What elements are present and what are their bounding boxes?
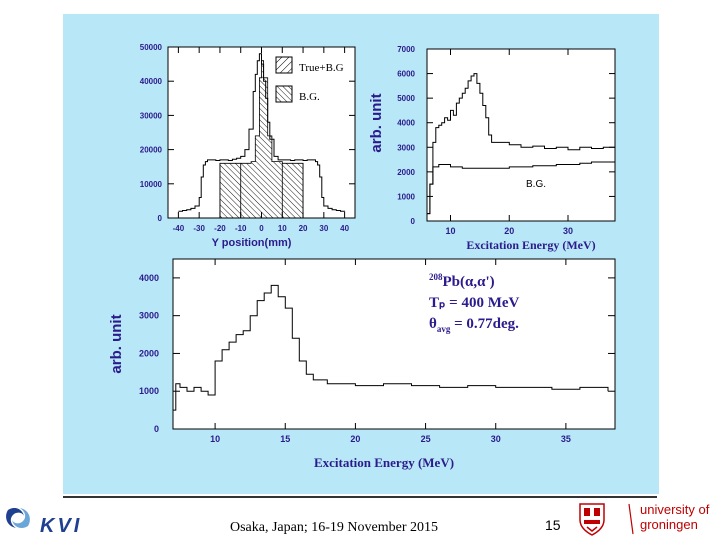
kvi-label: KVI: [40, 515, 83, 537]
x-tick-label: 20: [299, 224, 308, 233]
plot-frame: [172, 258, 616, 430]
annotation-beam-energy: Tₚ = 400 MeV: [429, 295, 520, 311]
page-number: 15: [545, 517, 561, 533]
y-tick-label: 5000: [397, 94, 415, 103]
y-tick-label: 10000: [140, 180, 163, 189]
annotation-angle-symbol: θ: [429, 316, 437, 332]
y-axis-title: arb. unit: [108, 314, 125, 373]
y-tick-label: 4000: [139, 273, 159, 283]
y-tick-label: 1000: [397, 192, 415, 201]
x-tick-label: 15: [280, 434, 290, 444]
annotation-reaction: 208Pb(α,α'): [429, 272, 495, 290]
y-tick-label: 50000: [140, 43, 163, 52]
y-tick-label: 0: [411, 217, 416, 226]
x-tick-label: 20: [350, 434, 360, 444]
x-axis-title: Excitation Energy (MeV): [314, 455, 454, 470]
x-tick-label: -40: [173, 224, 185, 233]
series-true-bg: [178, 53, 346, 212]
plot-area: [173, 259, 615, 429]
x-tick-label: 30: [563, 226, 573, 236]
annotation-angle-value: = 0.77deg.: [450, 316, 519, 332]
legend-swatch-true-bg: [275, 56, 293, 74]
figure-panel: 0 10000 20000 30000 40000 50000 -40 -30 -20 -10 0 1…: [63, 14, 659, 494]
x-tick-label: -10: [235, 224, 247, 233]
footer-divider: [63, 496, 657, 498]
y-tick-label: 6000: [397, 70, 415, 79]
y-tick-label: 1000: [139, 386, 159, 396]
x-tick-label: -30: [193, 224, 205, 233]
y-tick-label: 20000: [140, 146, 163, 155]
series-bg: [427, 160, 616, 215]
y-tick-label: 0: [154, 424, 159, 434]
annotation-angle-sub: avg: [437, 324, 451, 334]
x-tick-label: 20: [504, 226, 514, 236]
x-tick-label: 0: [259, 224, 264, 233]
bg-annotation: B.G.: [526, 179, 546, 190]
excitation-main-chart: 0 1000 2000 3000 4000 10 15 20 25 30 35 Excitation …: [108, 258, 616, 470]
y-position-chart: 0 10000 20000 30000 40000 50000 -40 -30 -20 -10 0 1…: [140, 43, 356, 249]
x-tick-label: -20: [214, 224, 226, 233]
university-line1: university of: [640, 502, 710, 517]
legend-label-bg: B.G.: [299, 91, 320, 103]
x-tick-label: 30: [319, 224, 328, 233]
plot-frame: [426, 48, 616, 222]
plot-area: [427, 49, 615, 221]
y-tick-label: 2000: [397, 168, 415, 177]
university-mark-icon: [628, 503, 634, 535]
kvi-logo-icon: [6, 508, 30, 528]
x-tick-label: 10: [445, 226, 455, 236]
x-tick-label: 10: [278, 224, 287, 233]
x-axis-title: Y position(mm): [212, 237, 292, 249]
x-axis-title: Excitation Energy (MeV): [466, 238, 595, 252]
legend-label-true-bg: True+B.G: [299, 62, 344, 74]
y-tick-label: 30000: [140, 111, 163, 120]
y-tick-label: 7000: [397, 45, 415, 54]
annotation-angle: θavg = 0.77deg.: [429, 316, 519, 334]
y-tick-label: 0: [158, 214, 163, 223]
y-tick-label: 2000: [139, 348, 159, 358]
conference-text: Osaka, Japan; 16-19 November 2015: [230, 520, 439, 535]
x-tick-label: 10: [210, 434, 220, 444]
excitation-inset-chart: 0 1000 2000 3000 4000 5000 6000 7000 10 20 30 Excit…: [368, 45, 616, 252]
series-data: [173, 284, 609, 411]
university-name: university of groningen: [640, 502, 709, 532]
annotation-mass-number: 208: [429, 272, 443, 282]
y-tick-label: 40000: [140, 77, 163, 86]
x-tick-label: 35: [561, 434, 571, 444]
y-tick-label: 3000: [139, 311, 159, 321]
x-tick-label: 25: [421, 434, 431, 444]
y-tick-label: 4000: [397, 119, 415, 128]
annotation-reaction-text: Pb(α,α'): [443, 274, 495, 290]
legend-swatch-bg: [275, 85, 293, 103]
series-true-bg: [427, 73, 616, 215]
y-tick-label: 3000: [397, 143, 415, 152]
y-axis-title: arb. unit: [368, 93, 385, 152]
university-crest-icon: [579, 503, 605, 536]
university-line2: groningen: [640, 517, 698, 532]
x-tick-label: 30: [491, 434, 501, 444]
x-tick-label: 40: [340, 224, 349, 233]
